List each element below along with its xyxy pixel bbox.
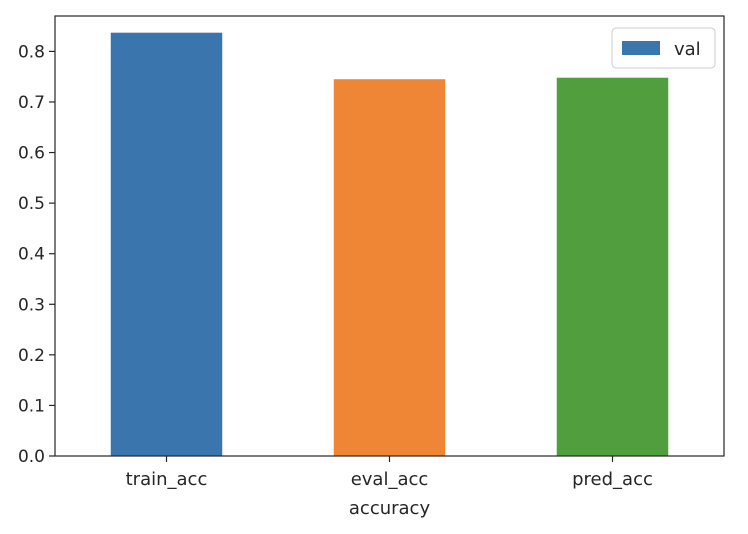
legend-label: val xyxy=(674,39,701,60)
x-tick-label: eval_acc xyxy=(351,469,429,490)
legend: val xyxy=(611,27,716,69)
bars-layer xyxy=(110,32,669,457)
y-tick-label: 0.4 xyxy=(18,245,45,265)
bar-pred_acc xyxy=(556,77,669,457)
y-tick-label: 0.7 xyxy=(18,93,45,113)
bar-eval_acc xyxy=(333,79,446,457)
legend-swatch xyxy=(622,41,660,55)
y-tick-label: 0.5 xyxy=(18,194,45,214)
x-tick-label: train_acc xyxy=(126,469,208,490)
y-tick-label: 0.6 xyxy=(18,144,45,164)
ticks-layer: 0.0 0.1 0.2 0.3 0.4 0.5 0.6 0.7 0.8 train_acc eval… xyxy=(18,42,653,490)
y-tick-label: 0.2 xyxy=(18,346,45,366)
x-tick-label: pred_acc xyxy=(572,469,653,490)
bar-train_acc xyxy=(110,32,223,456)
x-axis-label: accuracy xyxy=(349,498,431,519)
y-tick-label: 0.0 xyxy=(18,447,45,467)
legend-box xyxy=(611,27,716,69)
y-tick-label: 0.3 xyxy=(18,295,45,315)
y-tick-label: 0.8 xyxy=(18,42,45,62)
y-tick-label: 0.1 xyxy=(18,396,45,416)
